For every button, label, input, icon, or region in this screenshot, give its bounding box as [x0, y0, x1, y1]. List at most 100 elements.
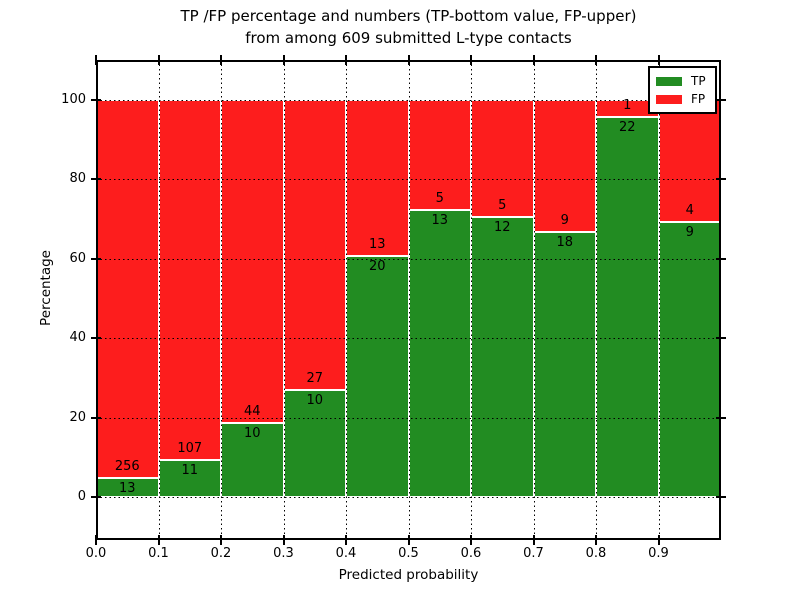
x-tick-label: 0.3 — [273, 546, 294, 561]
x-tick-mark-top — [282, 55, 285, 65]
bar-segment-fp — [96, 100, 159, 478]
y-tick-mark — [91, 416, 101, 419]
bar-label-fp: 27 — [306, 370, 324, 386]
bar-label-fp: 5 — [435, 191, 444, 207]
x-tick-mark — [220, 535, 222, 545]
bar-segment-tp — [283, 389, 346, 497]
v-gridline — [408, 60, 410, 540]
chart-title-line1: TP /FP percentage and numbers (TP-bottom… — [180, 7, 637, 25]
bar-label-tp: 13 — [118, 480, 136, 496]
bar-label-tp: 20 — [368, 259, 386, 275]
x-tick-label: 0.4 — [335, 546, 357, 561]
bar-label-fp: 256 — [114, 458, 140, 474]
legend: TP FP — [648, 66, 717, 114]
v-gridline — [471, 60, 472, 540]
y-tick-label: 20 — [69, 409, 86, 425]
y-tick-label: 0 — [77, 489, 86, 504]
bar-segment-tp — [346, 256, 409, 497]
y-tick-label: 80 — [69, 171, 86, 187]
x-tick-label: 0.8 — [585, 546, 607, 561]
bar-segment-fp — [283, 100, 346, 390]
legend-swatch-tp-icon — [656, 76, 682, 86]
bar-segment-fp — [221, 100, 284, 424]
x-tick-mark — [407, 535, 410, 545]
x-tick-mark — [532, 535, 535, 545]
v-gridline — [221, 60, 222, 540]
x-tick-mark-top — [470, 55, 472, 65]
x-tick-label: 0.0 — [85, 546, 107, 561]
bar-segment-tp — [533, 232, 596, 497]
y-tick-mark-right — [716, 257, 726, 260]
x-tick-label: 0.1 — [148, 546, 169, 561]
bar-label-tp: 11 — [181, 462, 199, 478]
legend-label-tp: TP — [691, 74, 706, 88]
v-gridline — [658, 60, 660, 540]
bar-label-tp: 12 — [493, 219, 511, 235]
bar-segment-tp — [158, 459, 221, 497]
bar-label-fp: 1 — [623, 98, 632, 114]
bar-segment-fp — [158, 100, 221, 460]
bar-label-fp: 5 — [498, 197, 507, 213]
x-tick-label: 0.7 — [523, 546, 544, 561]
x-tick-mark — [95, 535, 97, 545]
y-tick-mark — [91, 496, 101, 498]
y-tick-mark — [91, 337, 101, 340]
y-tick-mark-right — [716, 337, 726, 340]
legend-swatch-fp-icon — [656, 94, 682, 104]
x-tick-label: 0.9 — [648, 546, 669, 561]
x-tick-mark-top — [345, 55, 347, 65]
bar-segment-tp — [408, 210, 471, 497]
y-tick-label: 40 — [69, 330, 86, 346]
bar-segment-fp — [346, 100, 409, 257]
bar-label-fp: 9 — [560, 213, 569, 229]
y-tick-mark — [91, 99, 101, 101]
x-tick-label: 0.2 — [210, 546, 232, 561]
y-tick-mark-right — [716, 496, 726, 498]
x-tick-mark-top — [220, 55, 222, 65]
bar-label-fp: 13 — [368, 237, 386, 253]
x-tick-mark-top — [657, 55, 660, 65]
bar-segment-fp — [658, 100, 721, 223]
x-axis-label: Predicted probability — [338, 567, 479, 583]
y-tick-mark — [91, 257, 101, 260]
v-gridline — [596, 60, 597, 540]
y-tick-label: 100 — [61, 92, 86, 107]
x-tick-mark-top — [407, 55, 410, 65]
legend-item-tp: TP — [656, 74, 709, 88]
x-tick-mark — [470, 535, 472, 545]
bar-label-fp: 107 — [177, 440, 203, 456]
bar-label-tp: 22 — [618, 120, 636, 136]
bar-label-tp: 9 — [685, 225, 694, 241]
y-tick-label: 60 — [69, 250, 86, 266]
bar-label-tp: 10 — [243, 426, 261, 442]
x-tick-mark-top — [95, 55, 97, 65]
x-tick-mark — [282, 535, 285, 545]
bar-label-tp: 10 — [306, 392, 324, 408]
x-tick-mark-top — [532, 55, 535, 65]
bar-label-tp: 13 — [431, 213, 449, 229]
x-tick-mark-top — [157, 55, 160, 65]
x-tick-label: 0.5 — [398, 546, 419, 561]
plot-area: 256 13 107 11 44 10 27 10 13 20 5 13 5 12 9 18 1 22 4 9 — [91, 55, 726, 545]
x-tick-mark-top — [595, 55, 597, 65]
v-gridline — [158, 60, 160, 540]
y-tick-mark-right — [716, 178, 726, 181]
v-gridline — [533, 60, 535, 540]
bar-segment-tp — [471, 216, 534, 497]
bar-segment-tp — [658, 222, 721, 497]
bar-label-tp: 18 — [556, 235, 574, 251]
legend-item-fp: FP — [656, 92, 709, 106]
x-tick-mark — [157, 535, 160, 545]
bar-label-fp: 44 — [243, 404, 261, 420]
legend-label-fp: FP — [691, 92, 706, 106]
y-tick-mark — [91, 178, 101, 181]
x-tick-mark — [595, 535, 597, 545]
bar-label-fp: 4 — [685, 203, 694, 219]
bar-segment-tp — [596, 117, 659, 497]
chart-title-line2: from among 609 submitted L-type contacts — [245, 29, 572, 47]
x-tick-label: 0.6 — [460, 546, 482, 561]
v-gridline — [283, 60, 285, 540]
y-tick-mark-right — [716, 99, 726, 101]
x-tick-mark — [345, 535, 347, 545]
